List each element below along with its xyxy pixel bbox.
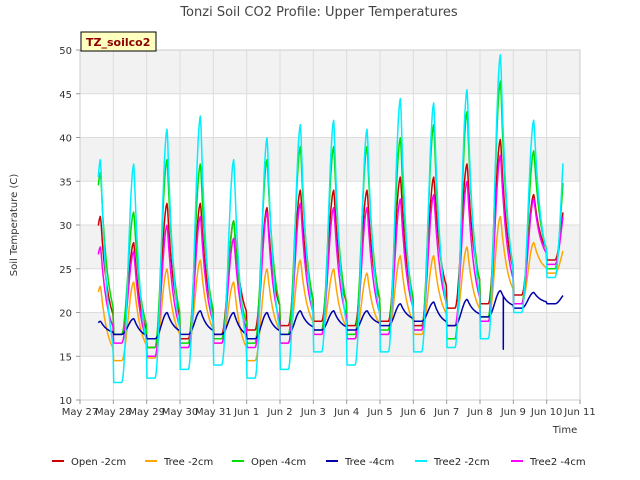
series-layer <box>97 54 564 384</box>
legend-label: Open -2cm <box>71 457 126 468</box>
series-line-tree-4cm <box>97 289 564 351</box>
x-tick-label: Jun 5 <box>366 407 392 418</box>
x-tick-label: Jun 9 <box>500 407 526 418</box>
series-line-tree2-4cm <box>97 154 564 358</box>
x-tick-label: May 31 <box>195 407 232 418</box>
x-tick-label: Jun 6 <box>400 407 426 418</box>
x-tick-label: Jun 3 <box>300 407 326 418</box>
chart-title: Tonzi Soil CO2 Profile: Upper Temperatur… <box>179 5 458 20</box>
y-tick-label: 50 <box>59 46 72 57</box>
series-line-tree2-2cm <box>97 54 564 384</box>
band <box>80 312 580 357</box>
x-tick-label: Jun 8 <box>466 407 492 418</box>
x-axis-label: Time <box>552 425 577 436</box>
y-tick-label: 45 <box>59 90 72 101</box>
x-tick-label: Jun 11 <box>563 407 596 418</box>
badge: TZ_soilco2 <box>80 31 157 52</box>
y-tick-labels: 10 15 20 25 30 35 40 45 50 <box>59 46 72 407</box>
legend: Open -2cm Tree -2cm Open -4cm Tree -4cm Tree… <box>52 457 586 468</box>
x-tick-label: May 30 <box>162 407 199 418</box>
x-tick-label: May 29 <box>128 407 165 418</box>
x-tick-label: Jun 4 <box>333 407 359 418</box>
x-tick-label: Jun 7 <box>433 407 459 418</box>
legend-label: Tree -4cm <box>344 457 394 468</box>
axes <box>76 49 581 404</box>
legend-label: Tree -2cm <box>163 457 213 468</box>
badge-label: TZ_soilco2 <box>86 36 150 49</box>
x-tick-label: May 28 <box>95 407 132 418</box>
y-tick-label: 10 <box>59 396 72 407</box>
band <box>80 50 580 94</box>
x-tick-label: Jun 2 <box>266 407 292 418</box>
y-tick-label: 30 <box>59 221 72 232</box>
legend-label: Tree2 -2cm <box>433 457 490 468</box>
y-tick-label: 35 <box>59 177 72 188</box>
x-tick-label: May 27 <box>62 407 99 418</box>
x-tick-label: Jun 10 <box>530 407 563 418</box>
legend-label: Open -4cm <box>251 457 306 468</box>
y-axis-label: Soil Temperature (C) <box>9 174 20 277</box>
y-tick-label: 20 <box>59 309 72 320</box>
y-tick-label: 40 <box>59 134 72 145</box>
x-tick-label: Jun 1 <box>233 407 259 418</box>
y-tick-label: 25 <box>59 265 72 276</box>
legend-label: Tree2 -4cm <box>529 457 586 468</box>
y-tick-label: 15 <box>59 352 72 363</box>
